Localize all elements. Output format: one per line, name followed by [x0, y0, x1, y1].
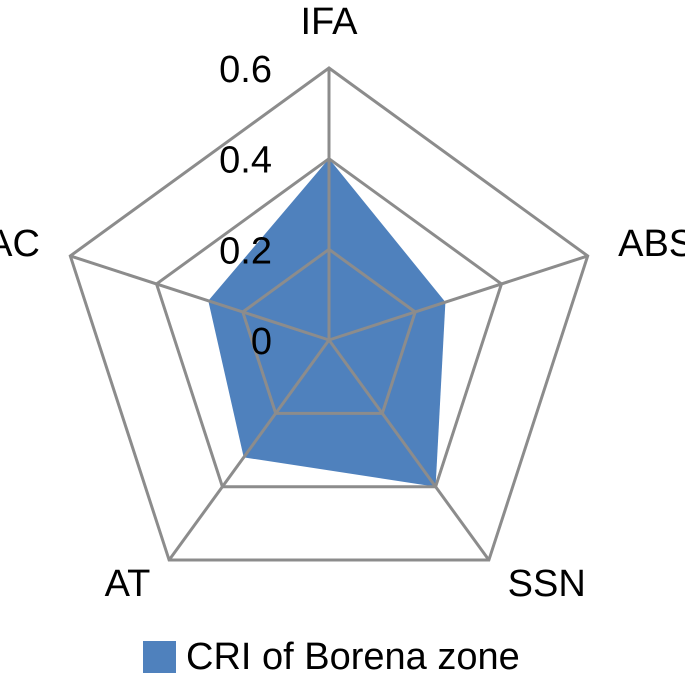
grid-ring — [154, 156, 504, 489]
spoke — [69, 254, 330, 342]
category-label: AC — [0, 223, 40, 265]
legend-label: CRI of Borena zone — [186, 636, 520, 676]
spoke — [327, 339, 491, 561]
category-label: SSN — [508, 563, 586, 605]
spoke — [167, 339, 331, 561]
radar-area — [208, 158, 446, 487]
grid-ring — [68, 66, 590, 562]
spoke — [328, 254, 589, 342]
r-tick-label: 0 — [251, 321, 272, 363]
r-tick-label: 0.2 — [219, 230, 272, 272]
category-label: IFA — [300, 1, 358, 43]
legend-swatch — [143, 641, 176, 673]
r-tick-label: 0.6 — [219, 49, 272, 91]
r-tick-label: 0.4 — [219, 140, 272, 182]
grid-ring — [241, 247, 417, 415]
category-label: AT — [105, 563, 151, 605]
category-label: ABS — [618, 223, 685, 265]
